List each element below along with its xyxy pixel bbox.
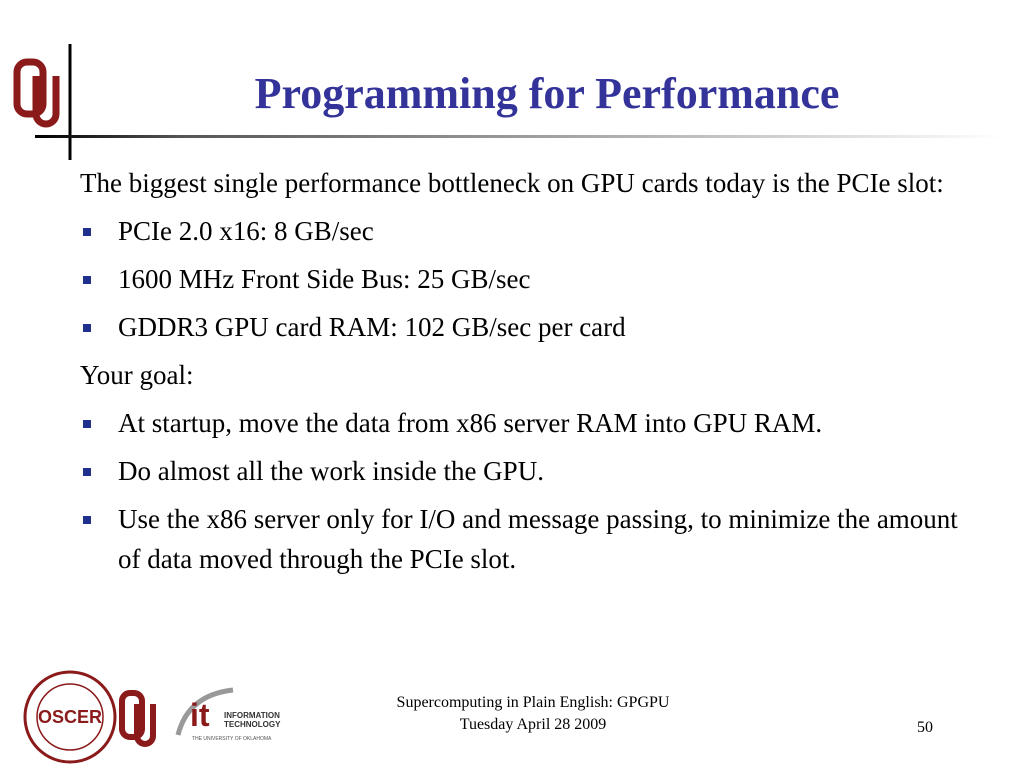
slide-body: The biggest single performance bottlenec…: [80, 163, 960, 587]
ou-logo: [13, 58, 60, 128]
it-text: THE UNIVERSITY OF OKLAHOMA: [192, 736, 272, 742]
paragraph: The biggest single performance bottlenec…: [80, 168, 944, 198]
oscer-text: OSCER: [38, 707, 102, 727]
ou-logo-small: [119, 690, 156, 747]
page-number: 50: [917, 719, 933, 736]
it-text: TECHNOLOGY: [224, 720, 281, 729]
horizontal-rule: [35, 135, 1005, 138]
it-text: INFORMATION: [224, 711, 280, 720]
paragraph: Your goal:: [80, 360, 194, 390]
bullet-item: Do almost all the work inside the GPU.: [80, 451, 960, 491]
footer-line: Tuesday April 28 2009: [459, 716, 607, 733]
bullet-item: 1600 MHz Front Side Bus: 25 GB/sec: [80, 259, 960, 299]
it-logo: it INFORMATION TECHNOLOGY THE UNIVERSITY…: [175, 687, 281, 742]
bullet-item: GDDR3 GPU card RAM: 102 GB/sec per card: [80, 307, 960, 347]
footer: Supercomputing in Plain English: GPGPU T…: [333, 692, 733, 736]
bullet-item: At startup, move the data from x86 serve…: [80, 403, 960, 443]
footer-line: Supercomputing in Plain English: GPGPU: [396, 694, 670, 711]
bullet-item: Use the x86 server only for I/O and mess…: [80, 499, 960, 579]
oscer-logo: OSCER: [23, 670, 117, 764]
slide-title: Programming for Performance: [254, 69, 840, 118]
svg-text:it: it: [190, 697, 210, 733]
bullet-item: PCIe 2.0 x16: 8 GB/sec: [80, 211, 960, 251]
